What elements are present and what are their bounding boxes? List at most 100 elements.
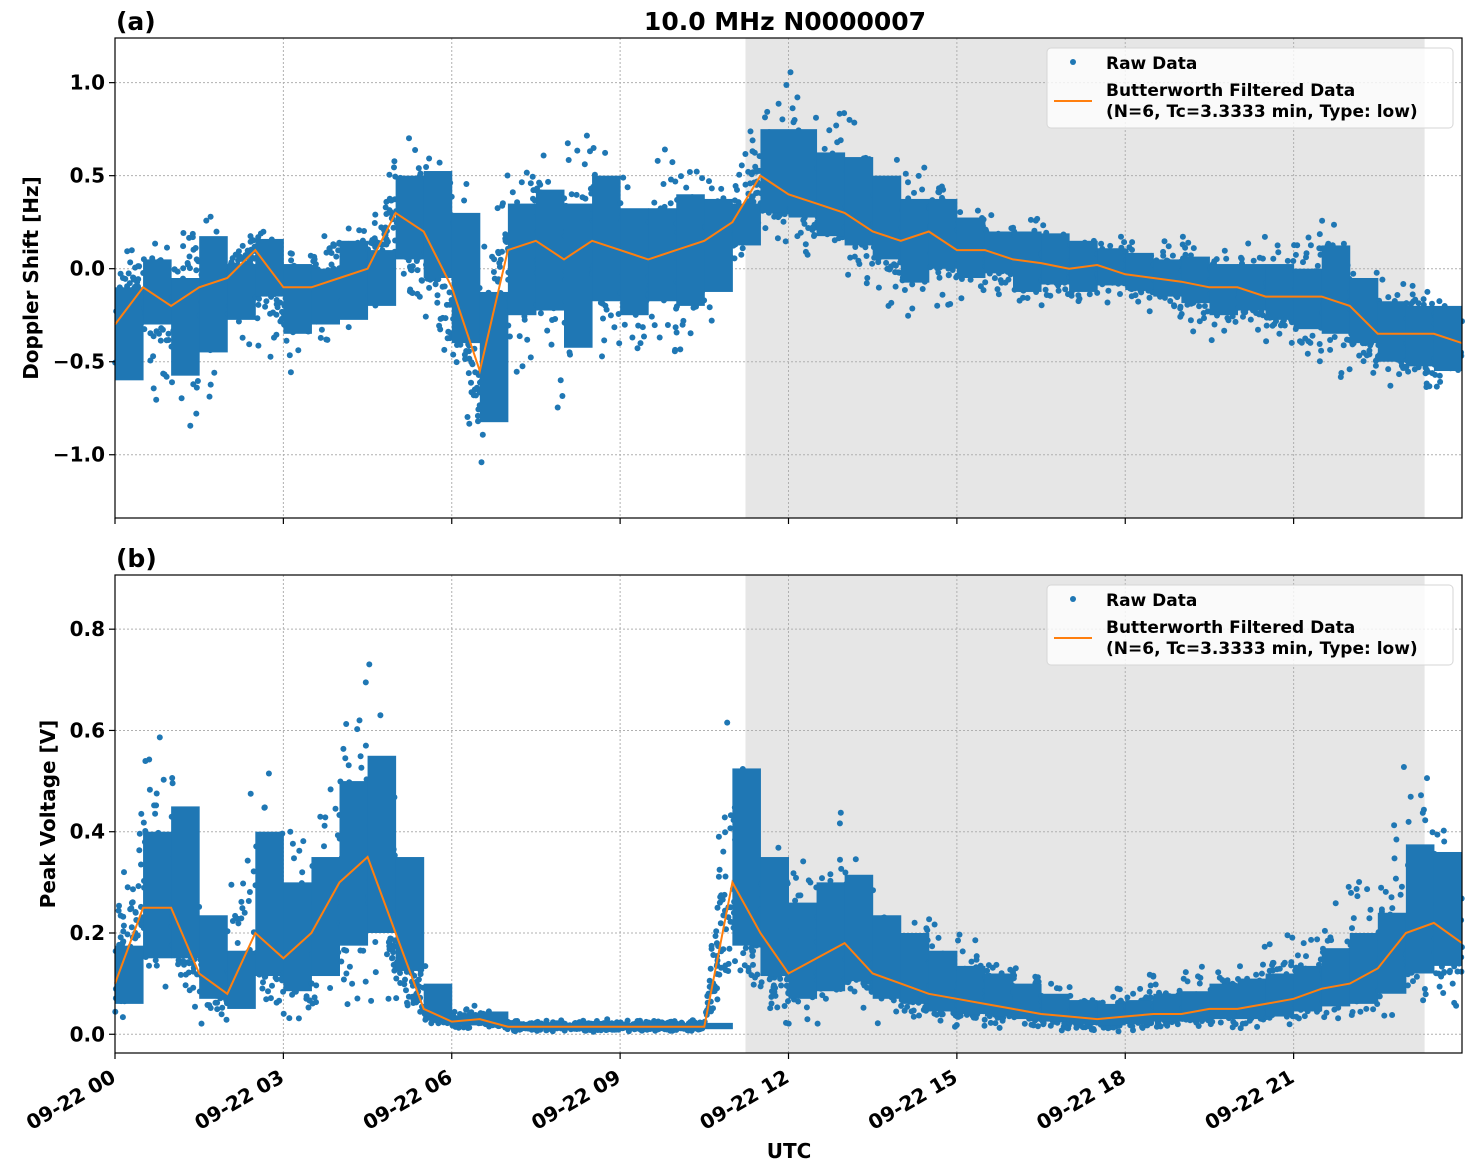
raw-data-point — [481, 244, 487, 250]
raw-data-point — [390, 955, 396, 961]
raw-data-point — [265, 988, 271, 994]
raw-data-point — [152, 241, 158, 247]
raw-data-point — [213, 1000, 219, 1006]
raw-data-point — [847, 255, 853, 261]
raw-data-point — [514, 369, 520, 375]
raw-data-point — [436, 323, 442, 329]
raw-data-point — [141, 326, 147, 332]
raw-data-point — [1240, 314, 1246, 320]
raw-data-point — [909, 306, 915, 312]
raw-data-dense-band — [1125, 253, 1154, 290]
raw-data-point — [810, 225, 816, 231]
raw-data-point — [169, 379, 175, 385]
raw-data-point — [246, 898, 252, 904]
raw-data-point — [205, 1002, 211, 1008]
raw-data-point — [826, 127, 832, 133]
raw-data-point — [1062, 286, 1068, 292]
raw-data-point — [187, 254, 193, 260]
raw-data-point — [441, 347, 447, 353]
raw-data-point — [1201, 315, 1207, 321]
raw-data-point — [903, 171, 909, 177]
raw-data-point — [776, 101, 782, 107]
raw-data-point — [343, 721, 349, 727]
raw-data-point — [1307, 340, 1313, 346]
raw-data-point — [346, 226, 352, 232]
raw-data-point — [1178, 304, 1184, 310]
raw-data-point — [742, 151, 748, 157]
raw-data-point — [1367, 342, 1373, 348]
raw-data-point — [356, 227, 362, 233]
raw-data-point — [669, 159, 675, 165]
raw-data-point — [723, 874, 729, 880]
raw-data-point — [192, 1004, 198, 1010]
raw-data-point — [118, 271, 124, 277]
raw-data-point — [1275, 242, 1281, 248]
raw-data-point — [268, 995, 274, 1001]
raw-data-point — [1436, 298, 1442, 304]
raw-data-point — [935, 270, 941, 276]
raw-data-point — [937, 275, 943, 281]
raw-data-point — [602, 150, 608, 156]
raw-data-point — [1017, 298, 1023, 304]
raw-data-dense-band — [901, 199, 930, 283]
raw-data-point — [170, 780, 176, 786]
raw-data-point — [158, 338, 164, 344]
raw-data-point — [284, 338, 290, 344]
raw-data-point — [1166, 243, 1172, 249]
raw-data-point — [739, 162, 745, 168]
raw-data-point — [1385, 366, 1391, 372]
raw-data-point — [505, 173, 511, 179]
raw-data-point — [126, 270, 132, 276]
raw-data-point — [1260, 256, 1266, 262]
figure-title: 10.0 MHz N0000007 — [644, 7, 926, 36]
raw-data-point — [1043, 287, 1049, 293]
raw-data-dense-band — [1294, 269, 1323, 329]
raw-data-point — [354, 726, 360, 732]
raw-data-point — [661, 181, 667, 187]
raw-data-point — [1421, 296, 1427, 302]
raw-data-point — [442, 283, 448, 289]
raw-data-point — [672, 348, 678, 354]
raw-data-point — [1293, 252, 1299, 258]
raw-data-point — [555, 405, 561, 411]
raw-data-point — [248, 233, 254, 239]
raw-data-point — [520, 363, 526, 369]
raw-data-dense-band — [704, 199, 733, 292]
raw-data-point — [267, 311, 273, 317]
raw-data-point — [591, 145, 597, 151]
y-tick-label: −0.5 — [53, 350, 105, 374]
raw-data-point — [1167, 298, 1173, 304]
raw-data-point — [736, 172, 742, 178]
raw-data-point — [120, 940, 126, 946]
raw-data-point — [674, 330, 680, 336]
raw-data-point — [136, 263, 142, 269]
raw-data-point — [194, 256, 200, 262]
raw-data-point — [416, 165, 422, 171]
raw-data-point — [1002, 280, 1008, 286]
raw-data-point — [465, 1025, 471, 1031]
raw-data-point — [240, 243, 246, 249]
raw-data-point — [289, 251, 295, 257]
raw-data-point — [160, 327, 166, 333]
raw-data-point — [419, 278, 425, 284]
raw-data-point — [281, 1011, 287, 1017]
raw-data-point — [1385, 294, 1391, 300]
panel-label: (a) — [116, 7, 156, 36]
raw-data-point — [641, 334, 647, 340]
raw-data-point — [1317, 358, 1323, 364]
raw-data-point — [1076, 298, 1082, 304]
raw-data-point — [805, 252, 811, 258]
raw-data-point — [118, 934, 124, 940]
raw-data-point — [1331, 222, 1337, 228]
raw-data-point — [1304, 250, 1310, 256]
raw-data-point — [694, 169, 700, 175]
raw-data-point — [783, 82, 789, 88]
raw-data-point — [1426, 383, 1432, 389]
raw-data-point — [716, 874, 722, 880]
raw-data-point — [519, 179, 525, 185]
raw-data-point — [136, 883, 142, 889]
raw-data-point — [480, 432, 486, 438]
raw-data-point — [1129, 239, 1135, 245]
raw-data-point — [688, 330, 694, 336]
raw-data-point — [1117, 291, 1123, 297]
